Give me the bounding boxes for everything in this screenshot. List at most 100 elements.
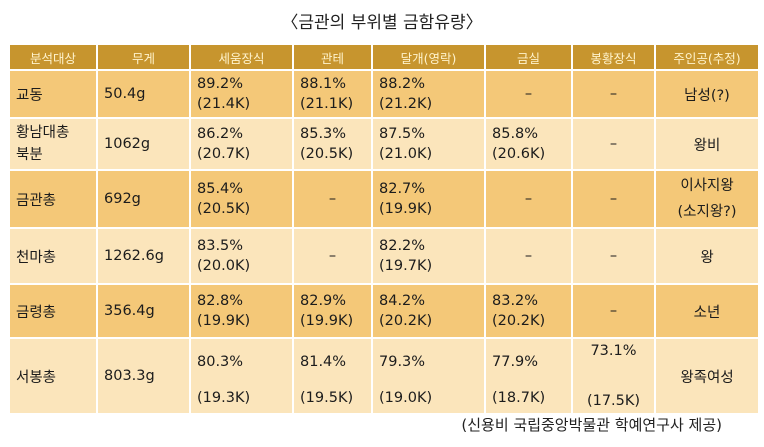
seum-k: (20.7K) — [197, 146, 251, 162]
header-person: 주인공(추정) — [654, 43, 760, 71]
row-weight: 356.4g — [96, 283, 191, 339]
gwante-pct: 85.3% — [300, 126, 347, 142]
row-name: 천마총 — [8, 227, 98, 285]
cell-bonghwang: – — [571, 69, 656, 119]
cell-gwante: – — [292, 227, 373, 285]
cell-gwante: 81.4% (19.5K) — [292, 337, 373, 415]
cell-person: 왕비 — [654, 117, 760, 171]
header-target: 분석대상 — [8, 43, 98, 71]
cell-geumsil: – — [484, 169, 573, 229]
dalgae-k: (21.0K) — [379, 146, 433, 162]
cell-dalgae: 84.2% (20.2K) — [371, 283, 486, 339]
header-weight: 무게 — [96, 43, 191, 71]
seum-pct: 80.3% — [197, 354, 244, 370]
dalgae-k: (21.2K) — [379, 96, 433, 112]
seum-k: (19.9K) — [197, 313, 251, 329]
cell-geumsil: 83.2% (20.2K) — [484, 283, 573, 339]
dalgae-pct: 84.2% — [379, 293, 426, 309]
cell-dalgae: 87.5% (21.0K) — [371, 117, 486, 171]
cell-bonghwang: 73.1% (17.5K) — [571, 337, 656, 415]
geumsil-k: (20.2K) — [492, 313, 546, 329]
header-row: 분석대상 무게 세움장식 관테 달개(영락) 금실 봉황장식 주인공(추정) — [8, 43, 760, 71]
gold-content-table: 분석대상 무게 세움장식 관테 달개(영락) 금실 봉황장식 주인공(추정) 교… — [8, 43, 760, 415]
gwante-k: (20.5K) — [300, 146, 354, 162]
row-name: 서봉총 — [8, 337, 98, 415]
cell-dalgae: 82.2% (19.7K) — [371, 227, 486, 285]
cell-gwante: 82.9% (19.9K) — [292, 283, 373, 339]
bonghwang-k: (17.5K) — [586, 393, 641, 409]
cell-gwante: 85.3% (20.5K) — [292, 117, 373, 171]
seum-pct: 85.4% — [197, 181, 244, 197]
cell-seum: 86.2% (20.7K) — [189, 117, 294, 171]
cell-dalgae: 88.2% (21.2K) — [371, 69, 486, 119]
cell-gwante: – — [292, 169, 373, 229]
table-row: 서봉총 803.3g 80.3% (19.3K) 81.4% (19.5K) 79.… — [8, 337, 760, 415]
cell-gwante: 88.1% (21.1K) — [292, 69, 373, 119]
row-name: 금관총 — [8, 169, 98, 229]
header-dalgae: 달개(영락) — [371, 43, 486, 71]
seum-pct: 86.2% — [197, 126, 244, 142]
table-row: 천마총 1262.6g 83.5% (20.0K) – 82.2% (19.7K) … — [8, 227, 760, 285]
geumsil-k: (18.7K) — [492, 390, 546, 406]
dalgae-pct: 82.7% — [379, 181, 426, 197]
row-weight: 1262.6g — [96, 227, 191, 285]
dalgae-k: (20.2K) — [379, 313, 433, 329]
gwante-k: (19.9K) — [300, 313, 354, 329]
row-weight: 1062g — [96, 117, 191, 171]
header-bonghwang: 봉황장식 — [571, 43, 656, 71]
cell-bonghwang: – — [571, 227, 656, 285]
geumsil-k: (20.6K) — [492, 146, 546, 162]
cell-seum: 82.8% (19.9K) — [189, 283, 294, 339]
row-name: 교동 — [8, 69, 98, 119]
row-weight: 50.4g — [96, 69, 191, 119]
seum-k: (19.3K) — [197, 390, 251, 406]
row-name: 황남대총 북분 — [8, 117, 98, 171]
seum-k: (20.0K) — [197, 258, 251, 274]
seum-k: (20.5K) — [197, 201, 251, 217]
cell-bonghwang: – — [571, 117, 656, 171]
cell-seum: 85.4% (20.5K) — [189, 169, 294, 229]
cell-person: 왕 — [654, 227, 760, 285]
cell-geumsil: 77.9% (18.7K) — [484, 337, 573, 415]
dalgae-k: (19.9K) — [379, 201, 433, 217]
cell-seum: 80.3% (19.3K) — [189, 337, 294, 415]
source-credit: (신용비 국립중앙박물관 학예연구사 제공) — [461, 416, 722, 434]
gwante-pct: 82.9% — [300, 293, 347, 309]
cell-dalgae: 79.3% (19.0K) — [371, 337, 486, 415]
table-title: 〈금관의 부위별 금함유량〉 — [281, 13, 483, 33]
row-name: 금령총 — [8, 283, 98, 339]
dalgae-pct: 79.3% — [379, 354, 426, 370]
cell-person: 왕족여성 — [654, 337, 760, 415]
gwante-k: (19.5K) — [300, 390, 354, 406]
cell-bonghwang: – — [571, 283, 656, 339]
geumsil-pct: 85.8% — [492, 126, 539, 142]
seum-pct: 83.5% — [197, 238, 244, 254]
table-row: 금령총 356.4g 82.8% (19.9K) 82.9% (19.9K) 84.… — [8, 283, 760, 339]
cell-geumsil: – — [484, 227, 573, 285]
gwante-k: (21.1K) — [300, 96, 354, 112]
cell-person: 남성(?) — [654, 69, 760, 119]
cell-geumsil: 85.8% (20.6K) — [484, 117, 573, 171]
seum-pct: 82.8% — [197, 293, 244, 309]
cell-seum: 89.2% (21.4K) — [189, 69, 294, 119]
geumsil-pct: 77.9% — [492, 354, 539, 370]
table-row: 황남대총 북분 1062g 86.2% (20.7K) 85.3% (20.5K) … — [8, 117, 760, 171]
dalgae-pct: 87.5% — [379, 126, 426, 142]
dalgae-k: (19.0K) — [379, 390, 433, 406]
cell-dalgae: 82.7% (19.9K) — [371, 169, 486, 229]
dalgae-pct: 88.2% — [379, 76, 426, 92]
table-row: 금관총 692g 85.4% (20.5K) – 82.7% (19.9K) – –… — [8, 169, 760, 229]
geumsil-pct: 83.2% — [492, 293, 539, 309]
dalgae-pct: 82.2% — [379, 238, 426, 254]
row-weight: 803.3g — [96, 337, 191, 415]
gwante-pct: 88.1% — [300, 76, 347, 92]
row-weight: 692g — [96, 169, 191, 229]
cell-bonghwang: – — [571, 169, 656, 229]
header-gwante: 관테 — [292, 43, 373, 71]
seum-k: (21.4K) — [197, 96, 251, 112]
seum-pct: 89.2% — [197, 76, 244, 92]
header-geumsil: 금실 — [484, 43, 573, 71]
cell-geumsil: – — [484, 69, 573, 119]
cell-person: 소년 — [654, 283, 760, 339]
gwante-pct: 81.4% — [300, 354, 347, 370]
